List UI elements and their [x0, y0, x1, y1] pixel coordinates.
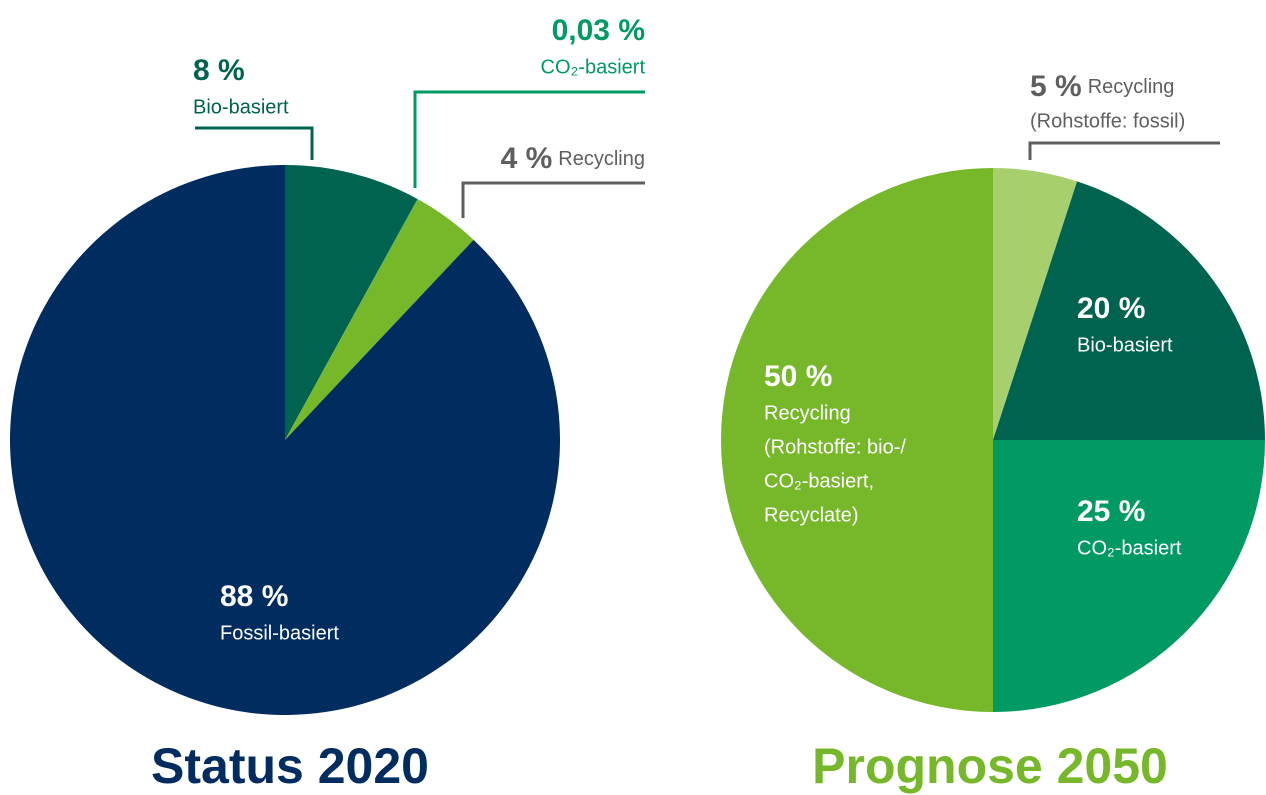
slice-label: 0,03 %	[552, 14, 645, 47]
category-label: Recycling	[1088, 76, 1175, 98]
leader-line	[1028, 141, 1220, 160]
value-label: 5 %	[1030, 70, 1082, 103]
slice-label: 20 %	[1077, 292, 1145, 325]
category-label: Recycling	[558, 148, 645, 170]
pie-slice	[285, 165, 418, 440]
value-label: 20 %	[1077, 292, 1145, 325]
category-label: Bio-basiert	[193, 96, 289, 118]
pie-slice	[285, 199, 474, 440]
category-label: Fossil-basiert	[220, 622, 339, 644]
value-label: 88 %	[220, 580, 288, 613]
leader-line	[195, 126, 314, 160]
pie-slice	[721, 168, 993, 712]
pie-slice	[993, 181, 1265, 440]
value-label: 8 %	[193, 54, 245, 87]
chart-title: Prognose 2050	[812, 738, 1168, 794]
category-label: Recyclate)	[764, 504, 858, 526]
slice-label: 25 %	[1077, 495, 1145, 528]
slice-label: 4 % Recycling	[501, 142, 645, 175]
pie-slice	[993, 168, 1078, 440]
pie-slice	[285, 198, 418, 440]
value-label: 25 %	[1077, 495, 1145, 528]
slice-label: 5 % Recycling	[1030, 70, 1174, 103]
category-label: (Rohstoffe: fossil)	[1030, 110, 1185, 132]
leader-line	[413, 90, 645, 188]
category-label: CO₂-basiert,	[764, 470, 874, 492]
category-label: (Rohstoffe: bio-/	[764, 436, 906, 458]
category-label: Recycling	[764, 402, 851, 424]
category-label: CO₂-basiert	[541, 56, 646, 78]
pie-slice	[993, 440, 1265, 712]
value-label: 0,03 %	[552, 14, 645, 47]
slice-label: 50 %	[764, 360, 832, 393]
category-label: CO₂-basiert	[1077, 537, 1182, 559]
slice-label: 8 %	[193, 54, 245, 87]
pie-slice	[9, 165, 560, 716]
value-label: 4 %	[501, 142, 553, 175]
chart-title: Status 2020	[151, 738, 429, 794]
category-label: Bio-basiert	[1077, 334, 1173, 356]
leader-line	[461, 181, 645, 218]
value-label: 50 %	[764, 360, 832, 393]
slice-label: 88 %	[220, 580, 288, 613]
